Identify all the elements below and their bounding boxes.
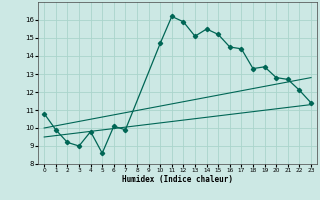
X-axis label: Humidex (Indice chaleur): Humidex (Indice chaleur) bbox=[122, 175, 233, 184]
